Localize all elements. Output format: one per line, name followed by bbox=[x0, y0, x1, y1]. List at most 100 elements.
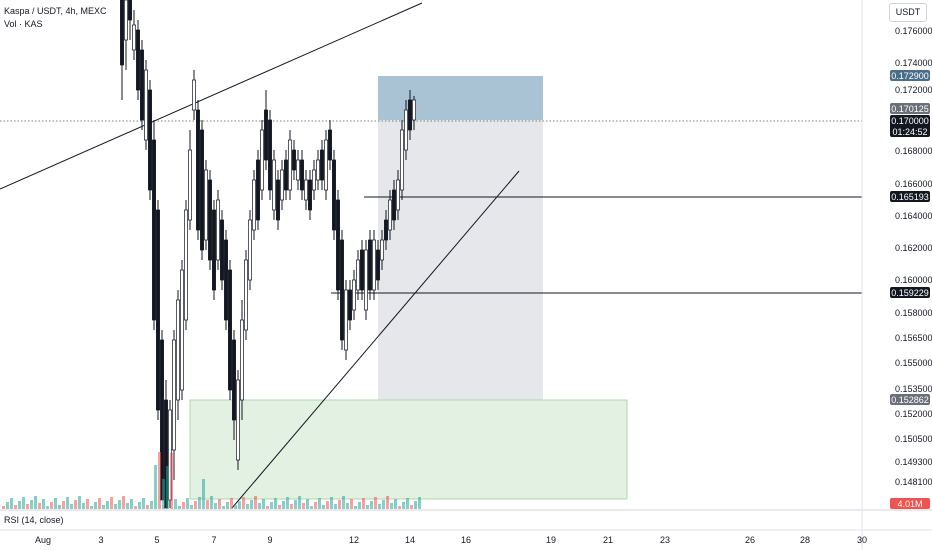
volume-bar bbox=[102, 505, 105, 509]
candle-body bbox=[220, 219, 224, 281]
volume-bar bbox=[374, 497, 377, 509]
candle-body bbox=[128, 0, 132, 21]
time-tick-label: 12 bbox=[349, 535, 359, 545]
price-tick-label: 0.162000 bbox=[895, 243, 932, 253]
volume-bar bbox=[150, 501, 153, 509]
candle-body bbox=[388, 199, 392, 231]
target-zone[interactable] bbox=[378, 76, 543, 120]
volume-bar bbox=[122, 496, 125, 509]
volume-bar bbox=[146, 505, 149, 509]
volume-bar bbox=[290, 504, 293, 509]
price-tag bbox=[890, 498, 930, 509]
volume-bar bbox=[254, 496, 257, 509]
candle-body bbox=[124, 0, 128, 41]
volume-bar bbox=[410, 505, 413, 509]
volume-bar bbox=[90, 506, 93, 509]
candle-body bbox=[404, 109, 408, 151]
price-tick-label: 0.149300 bbox=[895, 457, 932, 467]
candle-body bbox=[312, 169, 316, 191]
candle-body bbox=[284, 159, 288, 191]
volume-bar bbox=[58, 505, 61, 509]
candle-body bbox=[276, 179, 280, 221]
volume-legend[interactable]: Vol · KAS bbox=[4, 19, 43, 29]
candle-body bbox=[148, 89, 152, 191]
candle-body bbox=[256, 159, 260, 221]
candle-body bbox=[356, 259, 360, 291]
volume-bar bbox=[302, 503, 305, 509]
candle-body bbox=[188, 149, 192, 221]
candle-body bbox=[304, 179, 308, 201]
price-tick-label: 0.158000 bbox=[895, 308, 932, 318]
candle-body bbox=[348, 289, 352, 321]
candle-body bbox=[208, 179, 212, 261]
rsi-legend[interactable]: RSI (14, close) bbox=[4, 515, 64, 525]
demand-zone[interactable] bbox=[189, 399, 628, 500]
candle-body bbox=[412, 99, 416, 121]
candle-body bbox=[264, 109, 268, 161]
time-tick-label: 9 bbox=[267, 535, 272, 545]
volume-bar bbox=[334, 504, 337, 509]
candle-body bbox=[376, 249, 380, 281]
price-tag-label: 0.152862 bbox=[891, 395, 929, 405]
volume-bar bbox=[238, 501, 241, 509]
candle-body bbox=[324, 139, 328, 191]
upper-trend-line[interactable] bbox=[0, 2, 423, 190]
candle-body bbox=[204, 169, 208, 241]
rising-trend-line[interactable] bbox=[231, 170, 520, 509]
volume-bar bbox=[98, 498, 101, 509]
volume-bar bbox=[370, 501, 373, 509]
candle-body bbox=[212, 209, 216, 291]
time-tick-label: 23 bbox=[660, 535, 670, 545]
time-axis[interactable]: Aug 3 5 7 9 12 14 16 19 21 23 26 28 30 bbox=[35, 535, 867, 545]
candle-body bbox=[272, 159, 276, 211]
candle-body bbox=[176, 299, 180, 401]
volume-bar bbox=[46, 506, 49, 509]
volume-bar bbox=[66, 497, 69, 509]
volume-bar bbox=[78, 496, 81, 509]
volume-bar bbox=[182, 502, 185, 509]
volume-bar bbox=[270, 502, 273, 509]
volume-bar bbox=[378, 504, 381, 509]
volume-bar bbox=[350, 499, 353, 509]
volume-bar bbox=[298, 496, 301, 509]
volume-series bbox=[2, 452, 421, 509]
volume-bar bbox=[330, 497, 333, 509]
volume-bar bbox=[34, 496, 37, 509]
volume-bar bbox=[402, 502, 405, 509]
volume-bar bbox=[134, 506, 137, 509]
volume-bar bbox=[170, 453, 173, 509]
price-tick-label: 0.168000 bbox=[895, 146, 932, 156]
price-tick-label: 0.166000 bbox=[895, 179, 932, 189]
volume-bar bbox=[246, 504, 249, 509]
volume-bar bbox=[366, 505, 369, 509]
candle-body bbox=[320, 149, 324, 181]
volume-bar bbox=[74, 500, 77, 509]
currency-unit-button[interactable]: USDT bbox=[889, 3, 927, 22]
price-tick-label: 0.155000 bbox=[895, 358, 932, 368]
volume-bar bbox=[314, 502, 317, 509]
volume-bar bbox=[250, 500, 253, 509]
price-tag bbox=[890, 191, 930, 202]
time-tick-label: 21 bbox=[603, 535, 613, 545]
candle-body bbox=[408, 99, 412, 131]
volume-bar bbox=[222, 506, 225, 509]
time-tick-label: 16 bbox=[461, 535, 471, 545]
volume-bar bbox=[118, 500, 121, 509]
volume-bar bbox=[114, 504, 117, 509]
volume-bar bbox=[10, 498, 13, 509]
candle-body bbox=[308, 179, 312, 211]
volume-bar bbox=[110, 497, 113, 509]
volume-bar bbox=[82, 503, 85, 509]
volume-bar bbox=[354, 506, 357, 509]
position-range-zone[interactable] bbox=[378, 120, 543, 400]
volume-bar bbox=[342, 496, 345, 509]
price-axis[interactable]: 0.176000 0.174000 0.172000 0.168000 0.166000… bbox=[895, 26, 932, 487]
volume-bar bbox=[294, 500, 297, 509]
candle-body bbox=[280, 169, 284, 201]
candle-body bbox=[396, 179, 400, 211]
volume-bar bbox=[382, 500, 385, 509]
candle-body bbox=[328, 129, 332, 161]
candle-body bbox=[172, 339, 176, 451]
symbol-title[interactable]: Kaspa / USDT, 4h, MEXC bbox=[4, 6, 107, 16]
